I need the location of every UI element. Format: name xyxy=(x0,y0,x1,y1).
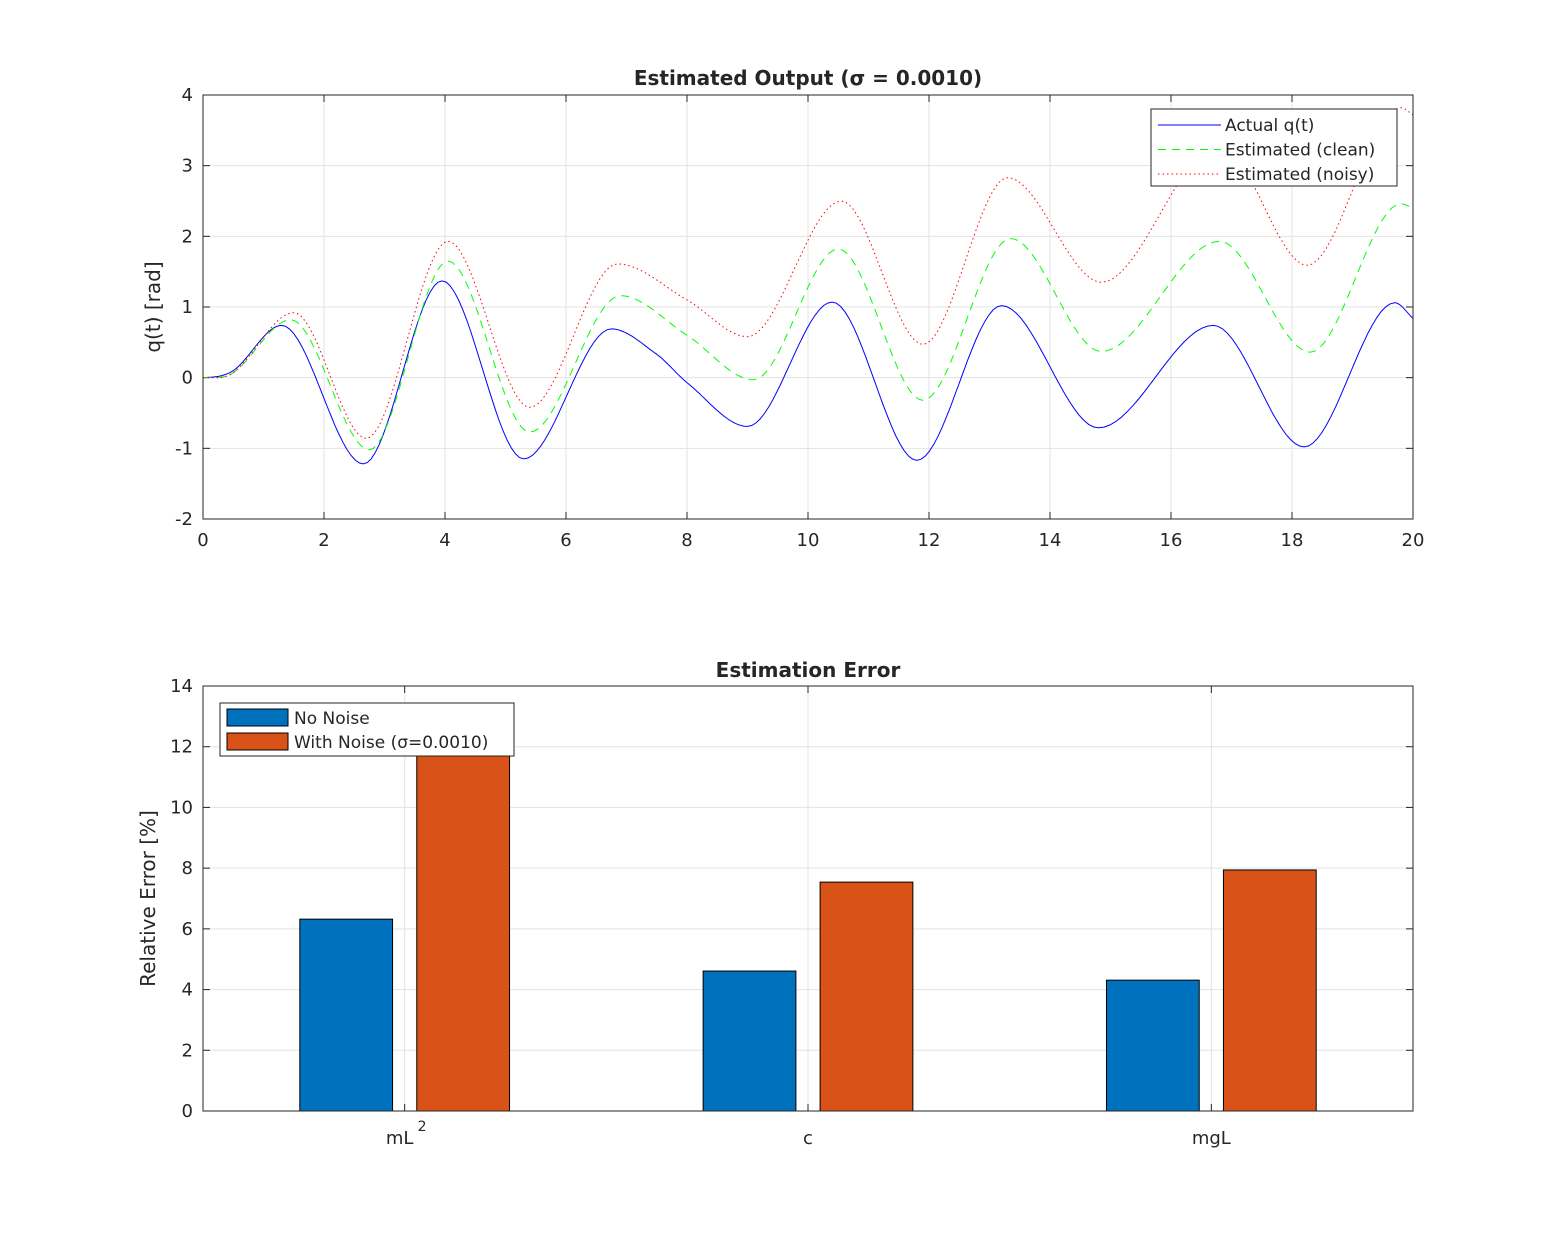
legend-swatch xyxy=(226,732,289,751)
y-tick-label: 8 xyxy=(182,858,193,879)
y-tick-label: 6 xyxy=(182,919,193,940)
bar-with-noise xyxy=(1222,869,1317,1112)
y-tick-label: 1 xyxy=(182,297,193,318)
y-tick-label: 3 xyxy=(182,156,193,177)
bar-no-noise xyxy=(299,918,394,1112)
series-line-solid xyxy=(203,280,1413,465)
y-axis-label: Relative Error [%] xyxy=(136,810,160,987)
bar-no-noise xyxy=(702,970,797,1112)
legend-label: No Noise xyxy=(294,709,370,729)
x-tick-label: 12 xyxy=(918,530,941,551)
category-label: mL xyxy=(386,1128,414,1149)
y-tick-label: 4 xyxy=(182,980,193,1001)
legend-label: Actual q(t) xyxy=(1225,116,1314,136)
y-tick-label: -2 xyxy=(175,509,193,530)
bar-with-noise xyxy=(819,881,914,1112)
x-tick-label: 14 xyxy=(1039,530,1062,551)
chart-title: Estimated Output (σ = 0.0010) xyxy=(634,66,982,90)
x-tick-label: 8 xyxy=(681,530,692,551)
x-tick-label: 16 xyxy=(1160,530,1183,551)
legend-label: Estimated (noisy) xyxy=(1225,165,1374,185)
bar-no-noise xyxy=(1105,979,1200,1112)
x-tick-label: 4 xyxy=(439,530,450,551)
axes-box-bottom xyxy=(202,685,1414,1112)
axes-box-top xyxy=(202,94,1414,520)
category-superscript: 2 xyxy=(418,1119,427,1135)
x-tick-label: 18 xyxy=(1281,530,1304,551)
x-tick-label: 20 xyxy=(1402,530,1425,551)
category-label: c xyxy=(803,1128,813,1149)
y-tick-label: 10 xyxy=(170,797,193,818)
x-tick-label: 2 xyxy=(318,530,329,551)
y-tick-label: 14 xyxy=(170,676,193,697)
y-tick-label: 12 xyxy=(170,737,193,758)
series-line-dotted xyxy=(203,107,1413,439)
legend-label: With Noise (σ=0.0010) xyxy=(294,733,488,753)
y-tick-label: 2 xyxy=(182,226,193,247)
y-tick-label: 0 xyxy=(182,1101,193,1122)
x-tick-label: 0 xyxy=(197,530,208,551)
legend-swatch xyxy=(226,708,289,727)
y-axis-label: q(t) [rad] xyxy=(141,261,165,352)
y-tick-label: 2 xyxy=(182,1040,193,1061)
y-tick-label: -1 xyxy=(175,438,193,459)
legend-box xyxy=(1150,108,1398,187)
legend-label: Estimated (clean) xyxy=(1225,141,1375,161)
y-tick-label: 4 xyxy=(182,85,193,106)
y-tick-label: 0 xyxy=(182,368,193,389)
series-line-dashed xyxy=(203,203,1413,451)
bar-with-noise xyxy=(416,746,511,1112)
category-label: mgL xyxy=(1192,1128,1231,1149)
chart-title: Estimation Error xyxy=(716,658,901,682)
x-tick-label: 6 xyxy=(560,530,571,551)
x-tick-label: 10 xyxy=(797,530,820,551)
